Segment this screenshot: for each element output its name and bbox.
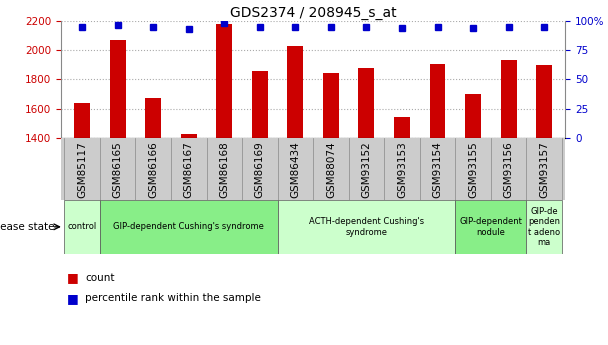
Bar — [455, 200, 527, 254]
Text: GSM88074: GSM88074 — [326, 141, 336, 198]
Text: GSM93152: GSM93152 — [361, 141, 371, 198]
Bar — [429, 64, 446, 138]
Bar — [527, 200, 562, 254]
Text: control: control — [67, 222, 97, 231]
Text: GSM93155: GSM93155 — [468, 141, 478, 198]
Text: GSM86434: GSM86434 — [291, 141, 300, 198]
Text: GSM86166: GSM86166 — [148, 141, 158, 198]
Text: GSM86165: GSM86165 — [112, 141, 123, 198]
Bar — [465, 94, 481, 138]
Bar — [394, 117, 410, 138]
Text: ■: ■ — [67, 292, 78, 305]
Bar — [500, 60, 517, 138]
Bar — [74, 103, 90, 138]
Bar — [252, 71, 268, 138]
Title: GDS2374 / 208945_s_at: GDS2374 / 208945_s_at — [230, 6, 396, 20]
Text: GSM93154: GSM93154 — [432, 141, 443, 198]
Text: GSM93157: GSM93157 — [539, 141, 549, 198]
Text: percentile rank within the sample: percentile rank within the sample — [85, 294, 261, 303]
Bar — [100, 200, 278, 254]
Text: GIP-dependent
nodule: GIP-dependent nodule — [460, 217, 522, 237]
Text: GSM93153: GSM93153 — [397, 141, 407, 198]
Bar — [359, 68, 375, 138]
Text: disease state: disease state — [0, 222, 55, 232]
Text: GSM93156: GSM93156 — [503, 141, 514, 198]
Bar — [145, 98, 161, 138]
Text: count: count — [85, 273, 115, 283]
Text: GSM86168: GSM86168 — [219, 141, 229, 198]
Text: GSM86167: GSM86167 — [184, 141, 194, 198]
Text: GSM85117: GSM85117 — [77, 141, 87, 198]
Text: GIP-dependent Cushing's syndrome: GIP-dependent Cushing's syndrome — [113, 222, 264, 231]
Text: ACTH-dependent Cushing's
syndrome: ACTH-dependent Cushing's syndrome — [309, 217, 424, 237]
Bar — [109, 40, 126, 138]
Text: GIP-de
penden
t adeno
ma: GIP-de penden t adeno ma — [528, 207, 560, 247]
Bar — [323, 73, 339, 138]
Text: ■: ■ — [67, 271, 78, 284]
Bar — [278, 200, 455, 254]
Bar — [216, 24, 232, 138]
Text: GSM86169: GSM86169 — [255, 141, 265, 198]
Bar — [64, 200, 100, 254]
Bar — [181, 134, 197, 138]
Bar — [288, 46, 303, 138]
Bar — [536, 66, 552, 138]
